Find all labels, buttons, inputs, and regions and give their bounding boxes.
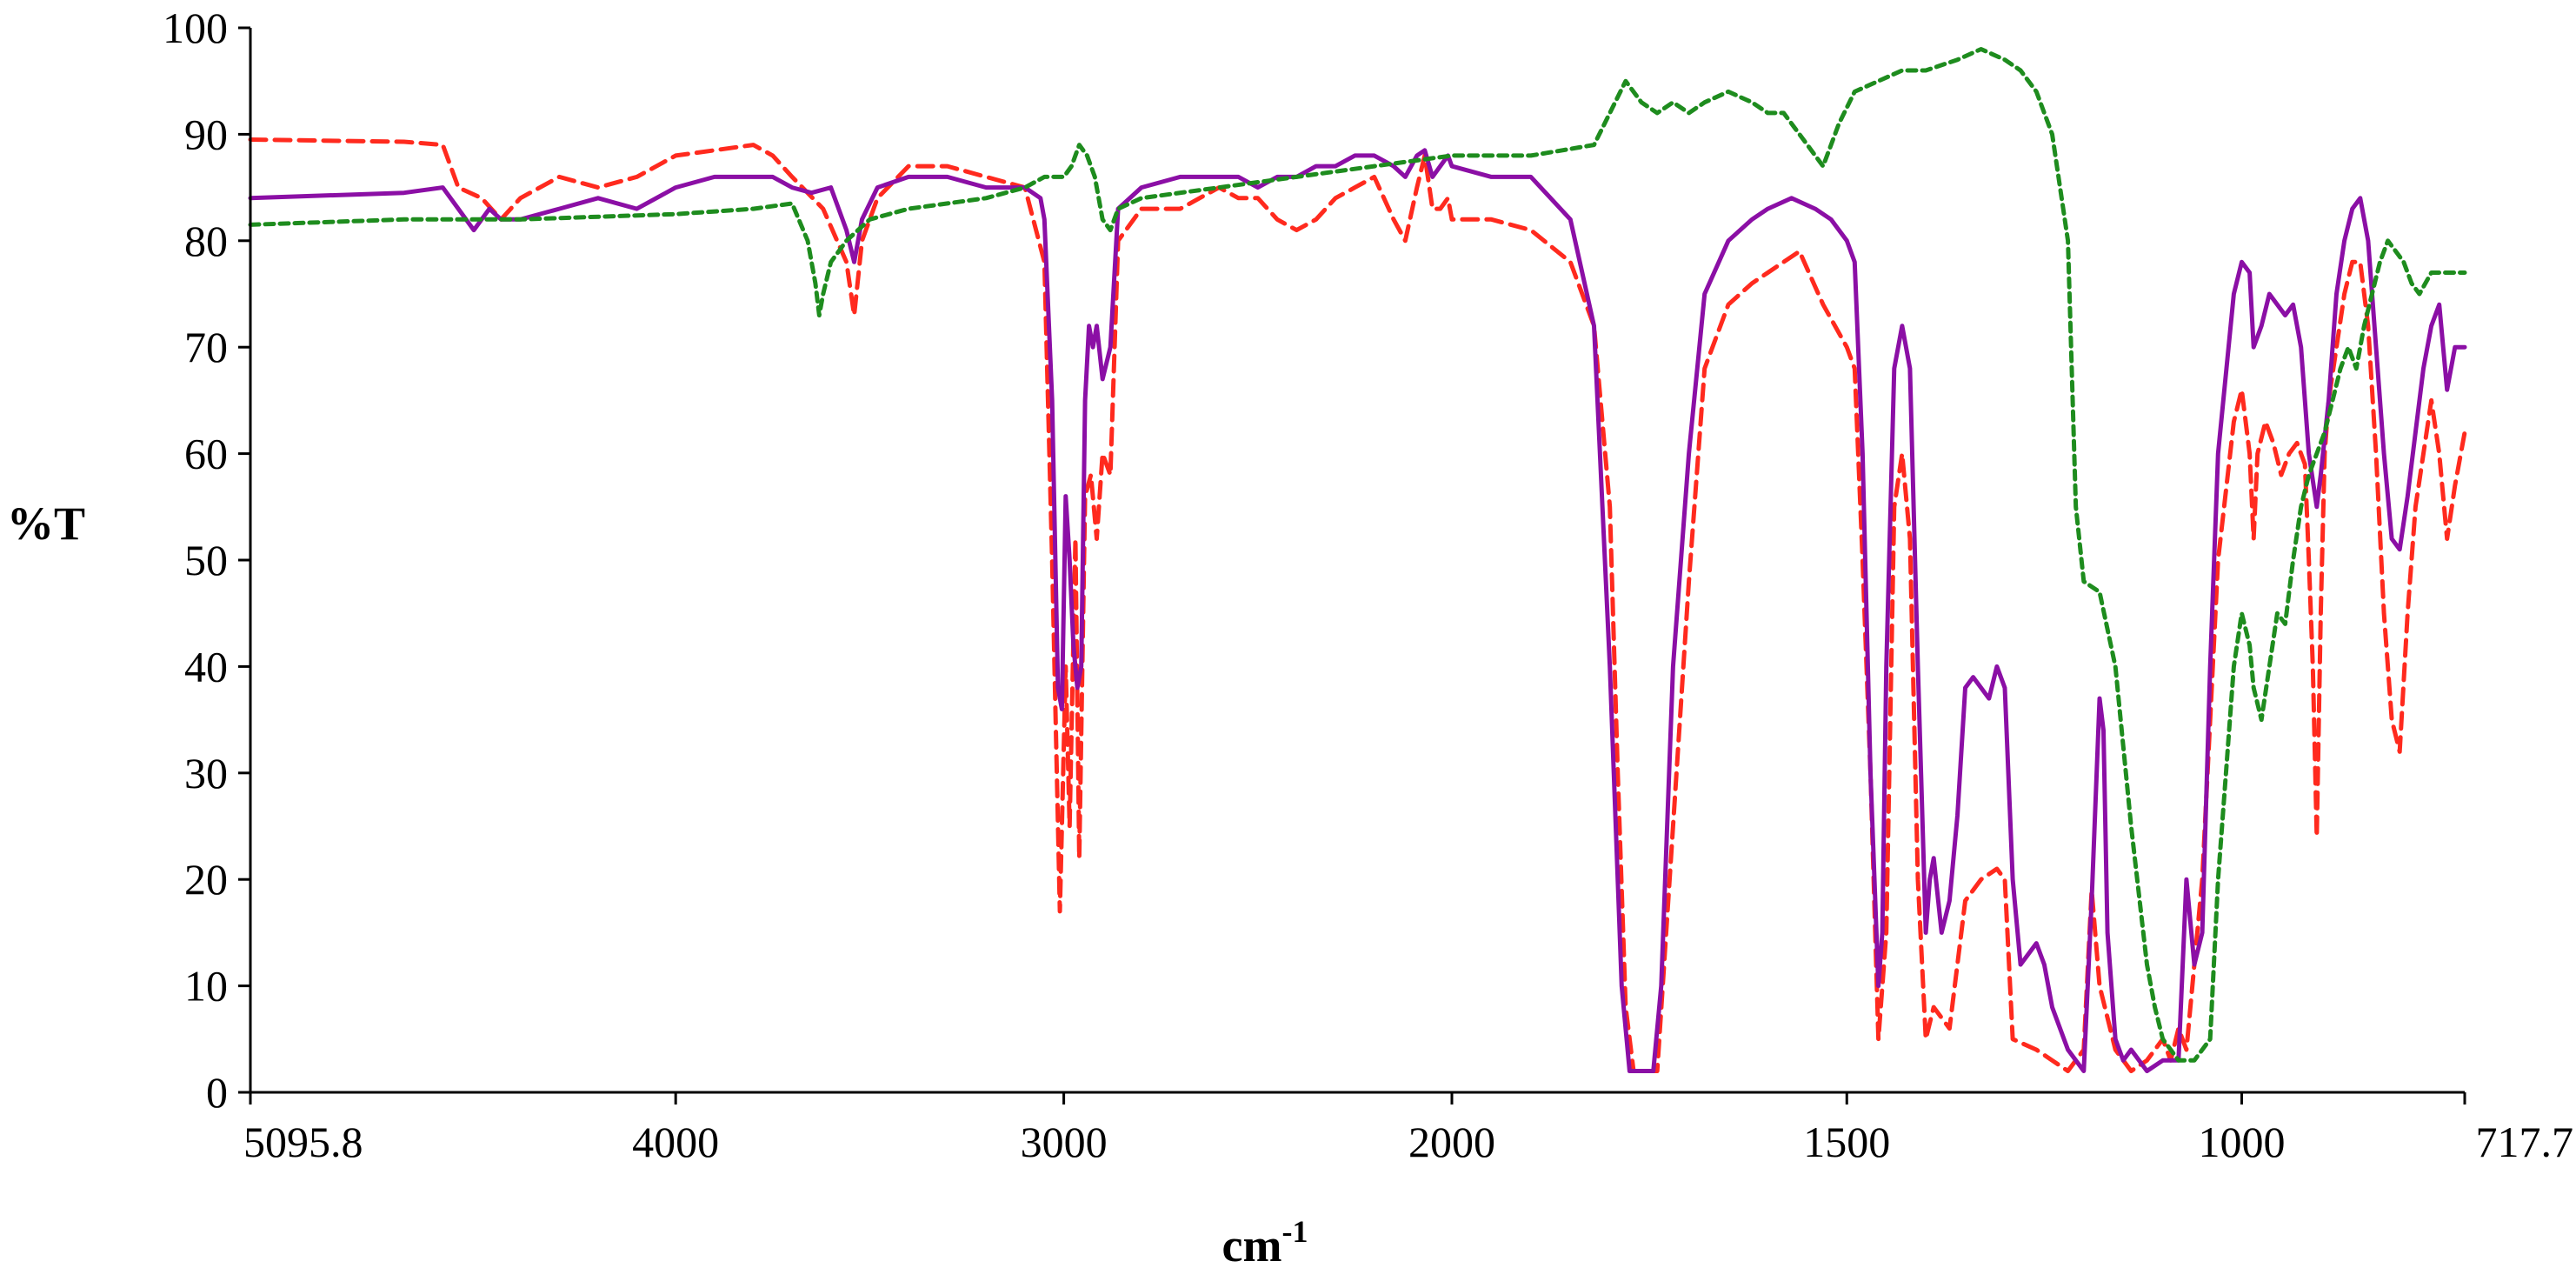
- y-axis-title: %T: [7, 497, 85, 550]
- y-tick-label: 80: [184, 217, 228, 265]
- x-tick-label: 2000: [1408, 1118, 1495, 1166]
- series-line-purple-solid: [248, 148, 2467, 1073]
- series-line-red-dashed: [248, 137, 2467, 1073]
- x-tick-label: 5095.8: [243, 1118, 363, 1166]
- y-tick-label: 100: [163, 3, 228, 52]
- series-line-green-dashed: [248, 47, 2467, 1063]
- y-tick-label: 50: [184, 536, 228, 584]
- series-layer: [248, 47, 2467, 1073]
- x-tick-label: 717.7: [2476, 1118, 2574, 1166]
- y-tick-label: 60: [184, 430, 228, 478]
- plot-area: [248, 47, 2467, 1073]
- y-tick-label: 30: [184, 749, 228, 798]
- y-tick-label: 70: [184, 323, 228, 371]
- y-tick-label: 20: [184, 855, 228, 904]
- x-axis-title-base: cm: [1222, 1219, 1282, 1268]
- y-tick-label: 0: [206, 1068, 228, 1117]
- y-tick-label: 40: [184, 642, 228, 691]
- x-tick-label: 4000: [632, 1118, 719, 1166]
- x-axis-title: cm-1: [1222, 1214, 1308, 1268]
- x-ticks: 5095.8 4000 3000 2000 1500 1000 717.7: [243, 1092, 2573, 1166]
- x-axis-title-superscript: -1: [1281, 1214, 1308, 1249]
- x-tick-label: 1500: [1803, 1118, 1890, 1166]
- x-tick-label: 1000: [2199, 1118, 2286, 1166]
- x-tick-label: 3000: [1021, 1118, 1108, 1166]
- y-tick-label: 10: [184, 962, 228, 1011]
- y-tick-label: 90: [184, 110, 228, 158]
